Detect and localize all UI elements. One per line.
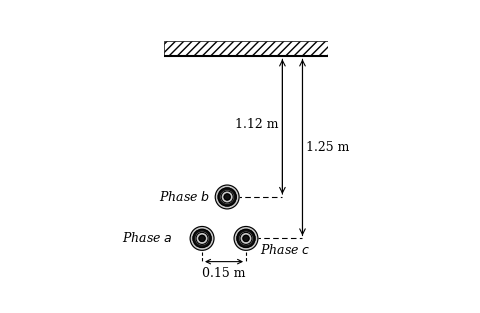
- Text: Phase $c$: Phase $c$: [261, 244, 311, 257]
- Text: Phase $b$: Phase $b$: [159, 190, 210, 204]
- Circle shape: [199, 235, 205, 241]
- Text: Phase $a$: Phase $a$: [122, 231, 173, 245]
- Circle shape: [193, 229, 211, 248]
- Circle shape: [221, 191, 233, 203]
- Circle shape: [237, 229, 255, 248]
- Circle shape: [224, 194, 230, 200]
- Circle shape: [190, 227, 214, 250]
- Circle shape: [240, 232, 252, 244]
- Circle shape: [234, 227, 258, 250]
- Text: 0.15 m: 0.15 m: [202, 267, 246, 280]
- Text: 1.12 m: 1.12 m: [235, 118, 278, 131]
- Circle shape: [196, 232, 208, 244]
- Circle shape: [215, 185, 239, 209]
- Bar: [165, 41, 327, 56]
- Circle shape: [218, 188, 236, 206]
- Circle shape: [243, 235, 249, 241]
- Text: 1.25 m: 1.25 m: [306, 141, 349, 154]
